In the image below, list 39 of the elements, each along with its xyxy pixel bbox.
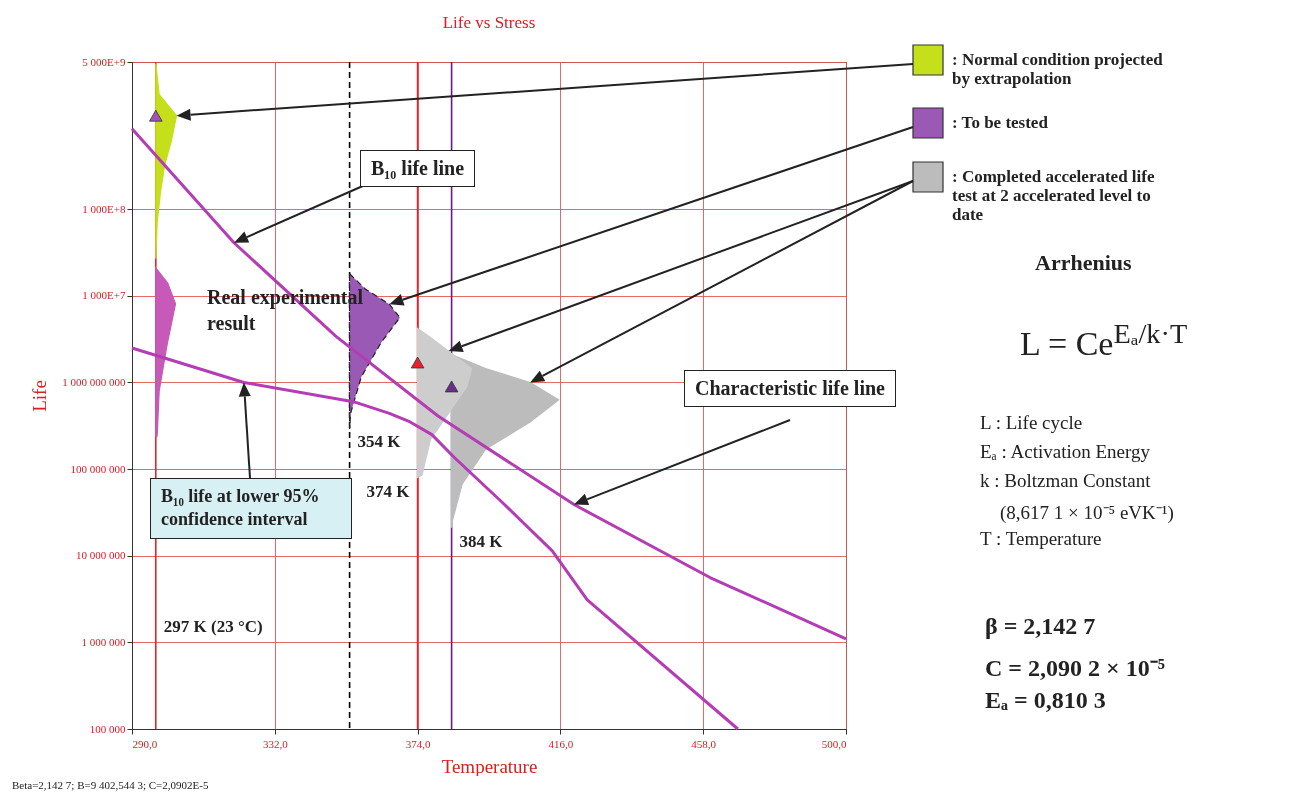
text: (8,617 1 × 10⁻⁵ eVK⁻¹) xyxy=(1000,501,1174,525)
x-axis-title: Temperature xyxy=(441,755,538,777)
text: C = 2,090 2 × 10⁻⁵ xyxy=(985,654,1165,683)
text: L = Ce$^{Eₐ/k·T}$ xyxy=(1020,318,1188,364)
y-tick-label: 100 000 xyxy=(89,722,126,735)
y-tick-label: 100 000 000 xyxy=(70,462,126,475)
text: β = 2,142 7 xyxy=(985,613,1096,640)
y-tick-label: 5 000E+9 xyxy=(82,55,126,68)
y-tick-label: 10 000 000 xyxy=(76,549,126,562)
y-tick-label: 1 000 000 xyxy=(81,635,126,648)
x-tick-label: 290,0 xyxy=(132,737,158,750)
text: L : Life cycle xyxy=(980,412,1083,434)
legend-label: : To be tested xyxy=(952,113,1049,132)
annotation: Characteristic life line xyxy=(684,370,896,407)
ref-line-label: 374 K xyxy=(366,482,411,501)
chart-title: Life vs Stress xyxy=(442,13,536,32)
text: Arrhenius xyxy=(1035,250,1132,276)
text: T : Temperature xyxy=(980,528,1102,550)
annotation: B₁₀ life line xyxy=(360,150,476,187)
text: Eₐ : Activation Energy xyxy=(980,441,1151,463)
annotation: B₁₀ life at lower 95% confidence interval xyxy=(150,478,352,539)
x-tick-label: 416,0 xyxy=(548,737,574,750)
x-tick-label: 374,0 xyxy=(405,737,431,750)
y-tick-label: 1 000 000 000 xyxy=(62,375,126,388)
ref-line-label: 297 K (23 °C) xyxy=(163,617,263,636)
text: Beta=2,142 7; B=9 402,544 3; C=2,0902E-5 xyxy=(12,779,209,791)
y-axis-title: Life xyxy=(29,380,51,412)
x-tick-label: 332,0 xyxy=(262,737,289,750)
x-tick-label: 500,0 xyxy=(821,737,847,750)
x-tick-label: 458,0 xyxy=(691,737,717,750)
legend-label: : Normal condition projected by extrapolation xyxy=(952,50,1164,88)
ref-line-label: 354 K xyxy=(357,432,402,451)
text: k : Boltzman Constant xyxy=(980,470,1151,492)
y-tick-label: 1 000E+7 xyxy=(82,289,126,302)
legend-label: : Completed accelerated life test at 2 accelerated level to date xyxy=(952,167,1155,224)
text: Eₐ = 0,810 3 xyxy=(985,687,1106,714)
line-series xyxy=(130,127,848,641)
y-tick-label: 1 000E+8 xyxy=(82,202,126,215)
ref-line-label: 384 K xyxy=(459,532,504,551)
